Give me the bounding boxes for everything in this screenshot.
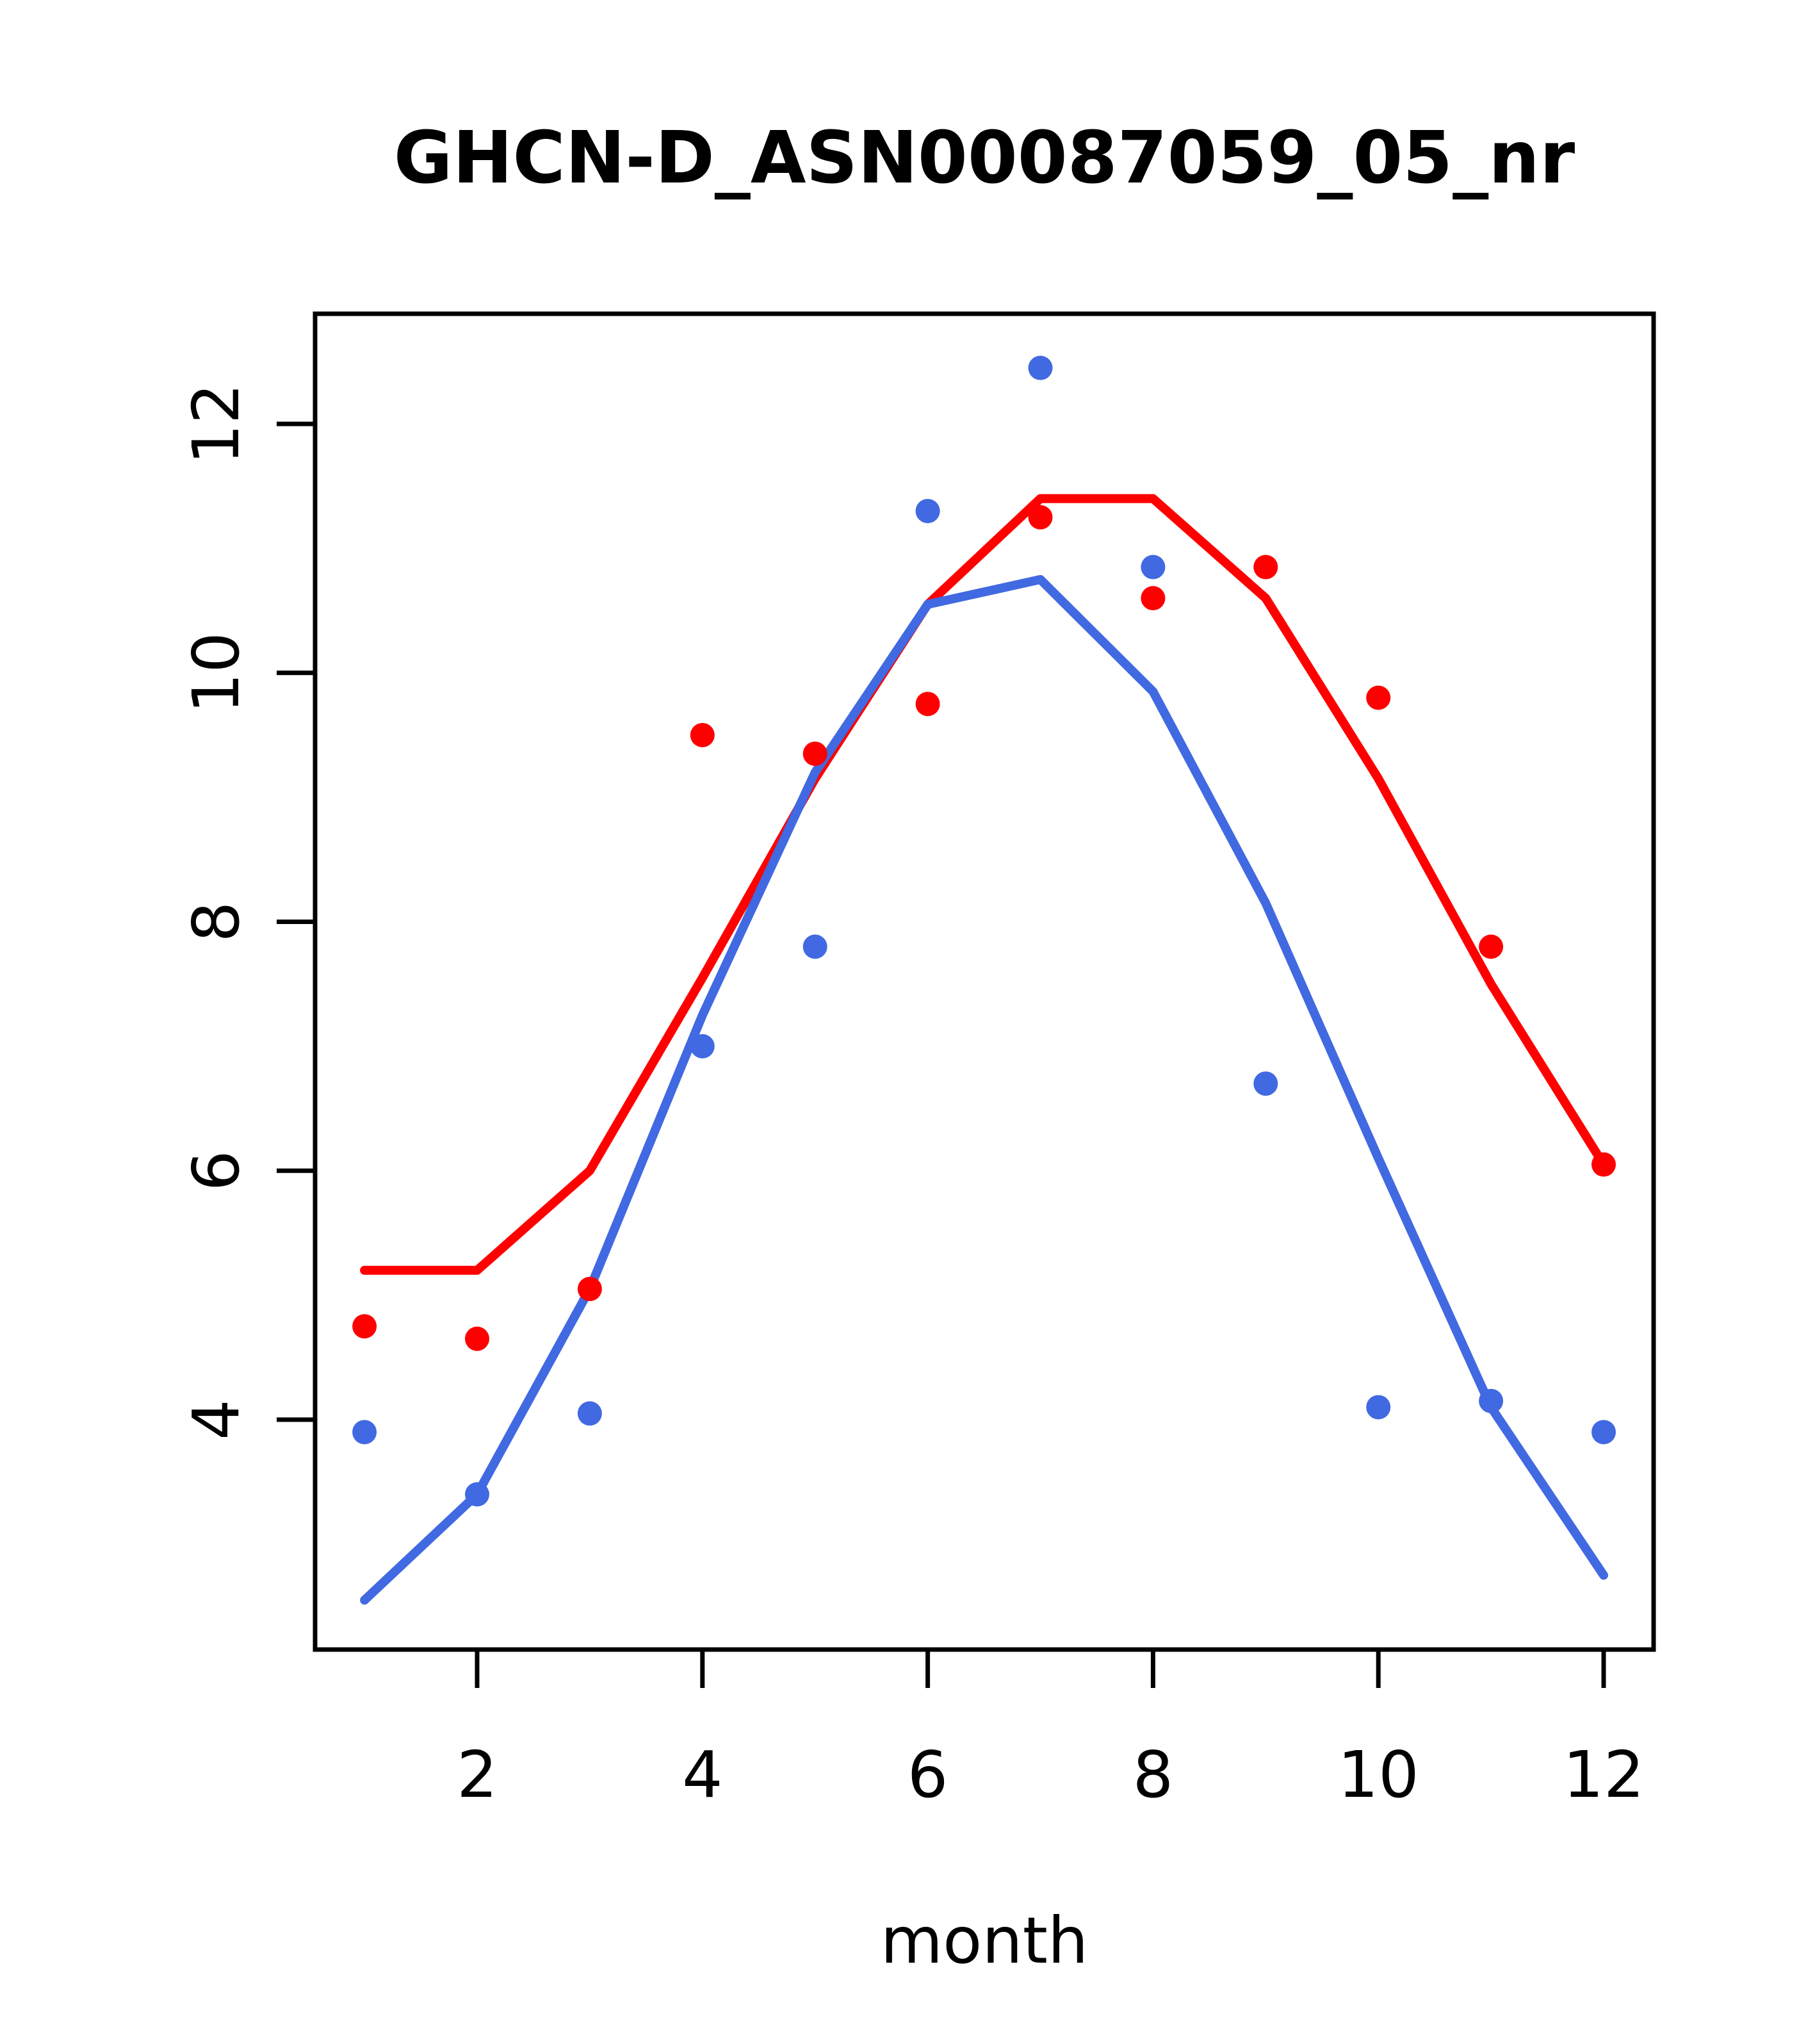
y-tick-label: 6	[179, 1150, 254, 1191]
blue-point	[802, 934, 827, 959]
y-tick-label: 8	[179, 902, 254, 943]
x-tick-label: 6	[907, 1737, 948, 1812]
red-point	[690, 722, 715, 747]
y-tick-label: 4	[179, 1399, 254, 1440]
blue-point	[577, 1401, 602, 1426]
red-point	[1366, 685, 1391, 710]
red-point	[802, 742, 827, 766]
blue-point	[1479, 1388, 1504, 1413]
red-point	[1141, 586, 1166, 611]
plot-title: GHCN-D_ASN00087059_05_nr	[394, 117, 1575, 200]
x-axis: 2 4 6 8 10 12	[457, 1650, 1645, 1812]
x-tick-label: 8	[1133, 1737, 1174, 1812]
blue-point	[465, 1482, 489, 1507]
red-point	[1028, 505, 1053, 530]
y-tick-label: 12	[179, 383, 254, 464]
y-tick-label: 10	[179, 632, 254, 713]
x-axis-label: month	[881, 1903, 1089, 1978]
blue-point	[1028, 355, 1053, 380]
blue-point	[915, 499, 940, 524]
blue-point	[352, 1420, 377, 1445]
red-point	[1479, 934, 1504, 959]
blue-point	[1253, 1071, 1278, 1096]
red-point	[577, 1276, 602, 1301]
red-line	[360, 494, 1608, 1275]
x-tick-label: 10	[1338, 1737, 1419, 1812]
data-series-layer	[352, 355, 1616, 1605]
red-point	[915, 692, 940, 717]
x-tick-label: 4	[682, 1737, 723, 1812]
blue-point	[690, 1034, 715, 1058]
blue-point	[1591, 1420, 1616, 1445]
blue-point	[1366, 1395, 1391, 1420]
x-tick-label: 12	[1563, 1737, 1644, 1812]
red-point	[465, 1326, 489, 1351]
plot-box	[313, 311, 1656, 1652]
x-tick-label: 2	[457, 1737, 498, 1812]
red-point	[1591, 1152, 1616, 1177]
y-axis: 4 6 8 10 12	[179, 383, 315, 1440]
red-point	[352, 1314, 377, 1339]
blue-point	[1141, 555, 1166, 580]
red-point	[1253, 555, 1278, 580]
blue-line	[360, 574, 1608, 1605]
